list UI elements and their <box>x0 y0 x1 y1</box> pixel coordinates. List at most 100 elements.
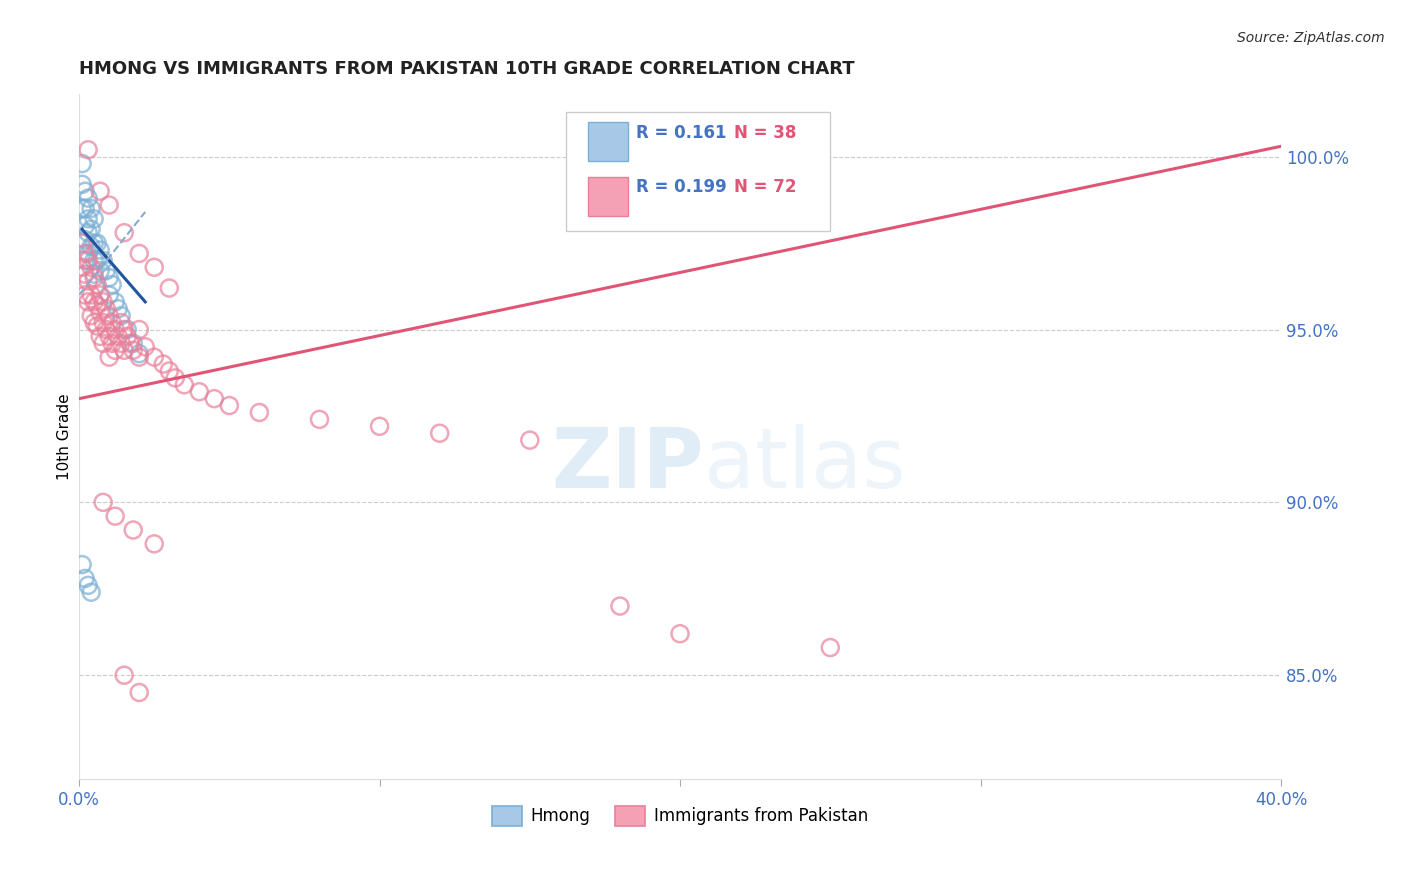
Point <box>96 264 118 278</box>
Text: R = 0.161: R = 0.161 <box>636 124 725 142</box>
Point <box>98 329 121 343</box>
Point <box>77 211 100 226</box>
Point <box>609 599 631 613</box>
Point <box>143 537 166 551</box>
Point <box>80 288 103 302</box>
Point <box>128 347 150 361</box>
Point <box>122 343 145 358</box>
Point <box>70 558 93 572</box>
Point <box>91 253 114 268</box>
Point <box>86 236 108 251</box>
Point <box>112 226 135 240</box>
FancyBboxPatch shape <box>565 112 831 231</box>
Point <box>77 253 100 268</box>
Point <box>89 264 111 278</box>
Point <box>70 156 93 170</box>
Point <box>120 336 142 351</box>
Point <box>157 364 180 378</box>
Text: HMONG VS IMMIGRANTS FROM PAKISTAN 10TH GRADE CORRELATION CHART: HMONG VS IMMIGRANTS FROM PAKISTAN 10TH G… <box>79 60 855 78</box>
Point <box>77 246 100 260</box>
Point <box>75 184 97 198</box>
Point <box>202 392 225 406</box>
Point <box>143 350 166 364</box>
Point <box>96 301 118 316</box>
Point <box>77 274 100 288</box>
FancyBboxPatch shape <box>588 122 628 161</box>
Point <box>98 198 121 212</box>
Point <box>89 305 111 319</box>
Point <box>86 298 108 312</box>
Point <box>107 301 129 316</box>
Point <box>173 377 195 392</box>
Point <box>75 246 97 260</box>
Point <box>247 405 270 419</box>
Point <box>110 336 132 351</box>
Point <box>104 509 127 524</box>
Point <box>429 426 451 441</box>
Point <box>112 343 135 358</box>
Point <box>83 270 105 285</box>
Point <box>112 322 135 336</box>
Point <box>83 267 105 281</box>
Point <box>104 294 127 309</box>
Point <box>83 294 105 309</box>
Point <box>669 626 692 640</box>
Y-axis label: 10th Grade: 10th Grade <box>58 393 72 480</box>
Point <box>83 253 105 268</box>
Point <box>110 309 132 323</box>
FancyBboxPatch shape <box>588 178 628 216</box>
Point <box>89 288 111 302</box>
Point <box>101 316 124 330</box>
Text: N = 72: N = 72 <box>734 178 797 196</box>
Point <box>128 246 150 260</box>
Point <box>70 236 93 251</box>
Point <box>519 433 541 447</box>
Point <box>75 253 97 268</box>
Point <box>70 178 93 192</box>
Point <box>89 329 111 343</box>
Text: Source: ZipAtlas.com: Source: ZipAtlas.com <box>1237 31 1385 45</box>
Point <box>98 350 121 364</box>
Point <box>107 329 129 343</box>
Point <box>101 336 124 351</box>
Point <box>104 322 127 336</box>
Point <box>98 309 121 323</box>
Point <box>115 322 138 336</box>
Point <box>91 316 114 330</box>
Point <box>86 319 108 334</box>
Point <box>128 685 150 699</box>
Point <box>91 336 114 351</box>
Point <box>110 316 132 330</box>
Point <box>128 350 150 364</box>
Point <box>83 236 105 251</box>
Legend: Hmong, Immigrants from Pakistan: Hmong, Immigrants from Pakistan <box>485 799 875 832</box>
Point <box>83 211 105 226</box>
Point <box>77 226 100 240</box>
Point <box>122 523 145 537</box>
Point <box>89 243 111 257</box>
Point <box>188 384 211 399</box>
Point <box>91 294 114 309</box>
Point <box>77 578 100 592</box>
Point <box>77 143 100 157</box>
Point <box>115 329 138 343</box>
Point <box>122 336 145 351</box>
Point <box>134 340 156 354</box>
Point <box>89 184 111 198</box>
Point <box>75 233 97 247</box>
Point <box>308 412 330 426</box>
Point <box>143 260 166 275</box>
Text: ZIP: ZIP <box>551 424 704 505</box>
Point <box>101 277 124 292</box>
Text: R = 0.199: R = 0.199 <box>636 178 727 196</box>
Point <box>77 294 100 309</box>
Point <box>80 222 103 236</box>
Point <box>152 357 174 371</box>
Point <box>80 202 103 216</box>
Point <box>218 399 240 413</box>
Point <box>820 640 842 655</box>
Point <box>86 253 108 268</box>
Text: N = 38: N = 38 <box>734 124 797 142</box>
Point <box>91 495 114 509</box>
Point <box>98 288 121 302</box>
